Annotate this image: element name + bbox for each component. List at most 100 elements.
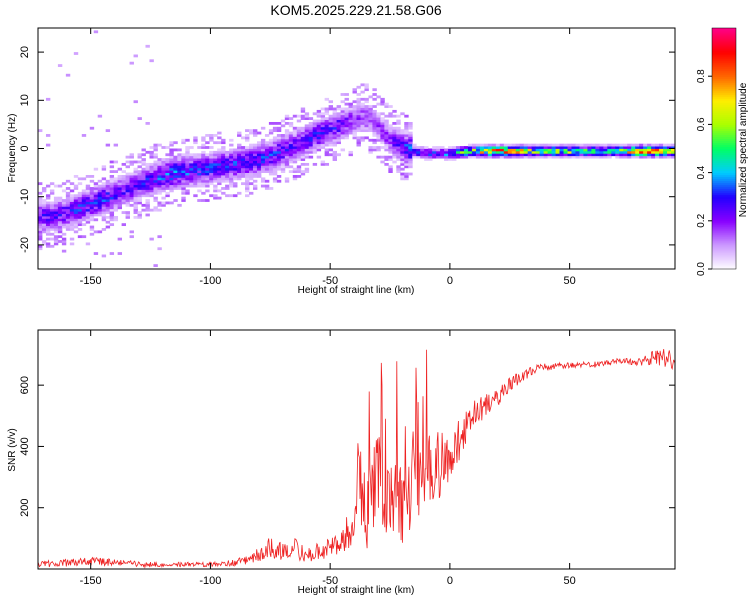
spectrogram-cell [655, 153, 660, 157]
spectrogram-cell [97, 208, 103, 212]
spectrogram-cell [113, 199, 119, 202]
spectrogram-cell [197, 199, 202, 202]
spectrogram-cell [316, 119, 322, 123]
colorbar-segment [712, 198, 736, 202]
spectrogram-cell [73, 211, 79, 214]
spectrogram-cell [591, 146, 596, 149]
spectrogram-cell [197, 170, 202, 173]
spectrogram-cell [185, 170, 190, 173]
spectrogram-cell [229, 175, 234, 178]
spectrogram-cell [460, 153, 465, 157]
colorbar: 0.00.20.40.60.8 Normalized spectral ampl… [696, 27, 749, 276]
spectrogram-cell [181, 184, 186, 188]
spectrogram-cell [599, 150, 604, 154]
spectrogram-cell [145, 172, 150, 176]
spectrogram-cell [400, 172, 405, 176]
spectrogram-cell [483, 150, 489, 154]
spectrogram-cell [181, 182, 186, 186]
spectrogram-cell [149, 208, 154, 212]
spectrogram-cell [229, 184, 234, 188]
spectrogram-cell [463, 153, 469, 157]
spectrogram-cell [284, 158, 290, 161]
spectrogram-cell [189, 175, 194, 178]
spectrogram-cell [201, 146, 206, 149]
spectrogram-cell [93, 213, 99, 217]
spectrogram-cell [189, 165, 194, 169]
spectrogram-cell [507, 148, 513, 152]
spectrogram-cell [404, 129, 409, 133]
spectrogram-cell [173, 182, 178, 186]
spectrogram-cell [145, 189, 150, 193]
spectrogram-cell [639, 150, 644, 154]
spectrogram-cell [61, 182, 67, 186]
spectrogram-cell [101, 228, 107, 231]
spectrogram-cell [41, 215, 47, 219]
colorbar-segment [712, 54, 736, 57]
spectrogram-cell [284, 134, 290, 137]
spectrogram-cell [507, 150, 513, 154]
spectrogram-cell [105, 196, 111, 200]
spectrogram-cell [428, 150, 433, 154]
spectrogram-cell [157, 201, 162, 205]
spectrogram-cell [280, 124, 286, 128]
spectrogram-cell [268, 170, 274, 173]
spectrogram-cell [344, 112, 349, 116]
spectrogram-cell [296, 126, 302, 130]
spectrogram-cell [368, 124, 373, 128]
spectrogram-cell [591, 155, 596, 159]
spectrogram-cell [404, 126, 409, 130]
spectrogram-cell [344, 97, 349, 101]
spectrogram-cell [483, 155, 489, 159]
spectrogram-cell [392, 136, 397, 140]
spectrogram-cell [416, 153, 421, 157]
spectrogram-cell [205, 182, 210, 186]
spectrogram-cell [392, 141, 397, 145]
spectrogram-cell [376, 95, 381, 99]
spectrogram-cell [77, 199, 83, 202]
spectrogram-cell [408, 136, 413, 140]
spectrogram-cell [627, 153, 632, 157]
spectrogram-cell [221, 191, 226, 195]
spectrogram-cell [217, 172, 222, 176]
spectrogram-cell [61, 189, 67, 193]
spectrogram-cell [348, 114, 353, 118]
spectrogram-cell [356, 107, 361, 111]
spectrogram-cell [205, 160, 210, 164]
spectrogram-cell [360, 97, 365, 101]
spectrogram-cell [77, 208, 83, 212]
spectrogram-cell [85, 194, 91, 198]
spectrogram-cell [348, 107, 353, 111]
colorbar-segment [712, 180, 736, 184]
spectrogram-cell [332, 131, 337, 135]
spectrogram-cell [217, 141, 222, 145]
spectrogram-cell [221, 179, 226, 183]
spectrogram-cell [249, 131, 254, 135]
spectrogram-cell [205, 162, 210, 166]
spectrogram-cell [53, 215, 59, 219]
spectrogram-cell [479, 155, 485, 159]
spectrogram-cell [292, 177, 298, 181]
spectrogram-cell [376, 148, 381, 152]
spectrogram-cell [209, 167, 214, 171]
spectrogram-cell [384, 105, 389, 108]
spectrogram-cell [57, 218, 63, 222]
spectrogram-cell [225, 170, 230, 173]
spectrogram-cell [41, 213, 47, 217]
spectrogram-cell [368, 150, 373, 154]
spectrogram-cell [527, 153, 533, 157]
spectrogram-cell [264, 170, 270, 173]
spectrogram-cell [197, 167, 202, 171]
spectrogram-cell [272, 121, 278, 125]
spectrogram-cell [304, 112, 310, 116]
spectrogram-cell [312, 112, 318, 116]
spectrogram-cell [65, 73, 71, 77]
spectrogram-cell [280, 167, 286, 171]
spectrogram-cell [575, 150, 580, 154]
spectrogram-cell [264, 153, 270, 157]
spectrogram-cell [631, 155, 636, 159]
spectrogram-cell [428, 158, 433, 161]
spectrogram-cell [165, 153, 170, 157]
spectrogram-cell [563, 148, 568, 152]
spectrogram-cell [149, 184, 154, 188]
spectrogram-cell [121, 170, 126, 173]
